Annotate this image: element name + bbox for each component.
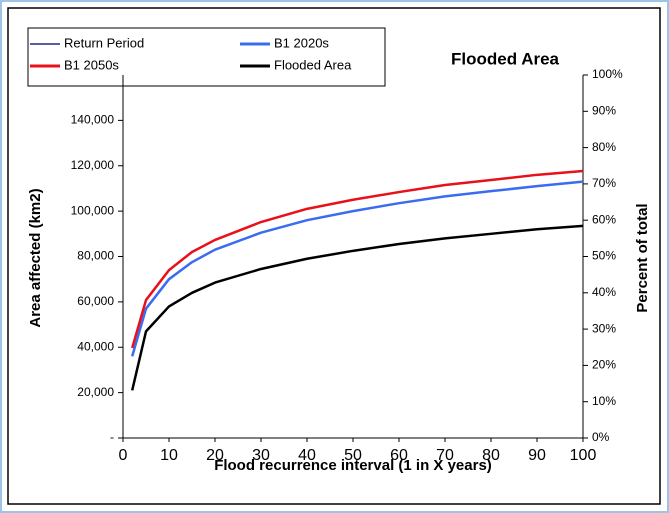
x-tick-label: 50 (344, 447, 362, 464)
x-tick-label: 40 (298, 447, 316, 464)
x-tick-label: 10 (160, 447, 178, 464)
x-tick-label: 0 (119, 447, 128, 464)
series-line (130, 169, 584, 349)
chart-title: Flooded Area (451, 49, 560, 68)
legend-label: Return Period (64, 35, 144, 50)
y2-tick-label: 60% (592, 212, 616, 226)
legend-label: B1 2020s (274, 35, 329, 50)
y2-tick-label: 50% (592, 249, 616, 263)
y-tick-label: 60,000 (77, 294, 114, 308)
x-axis-label: Flood recurrence interval (1 in X years) (214, 457, 492, 474)
y-tick-label: 40,000 (77, 339, 114, 353)
y-tick-label: 80,000 (77, 249, 114, 263)
y-axis-label: Area affected (km2) (27, 188, 44, 327)
y2-axis-label: Percent of total (634, 203, 651, 312)
y-tick-label: - (110, 430, 114, 444)
x-tick-label: 80 (482, 447, 500, 464)
legend-label: Flooded Area (274, 57, 352, 72)
chart-frame (7, 7, 661, 505)
y2-tick-label: 10% (592, 394, 616, 408)
y-tick-label: 20,000 (77, 385, 114, 399)
x-tick-label: 60 (390, 447, 408, 464)
legend-box (27, 27, 386, 87)
y-tick-label: 100,000 (71, 203, 115, 217)
y2-tick-label: 70% (592, 176, 616, 190)
y-tick-label: 120,000 (71, 158, 115, 172)
y2-tick-label: 80% (592, 140, 616, 154)
x-tick-label: 90 (528, 447, 546, 464)
x-tick-label: 20 (206, 447, 224, 464)
x-tick-label: 100 (570, 447, 597, 464)
y2-tick-label: 0% (592, 430, 610, 444)
y2-tick-label: 30% (592, 321, 616, 335)
legend-label: B1 2050s (64, 57, 119, 72)
x-tick-label: 70 (436, 447, 454, 464)
y-tick-label: 140,000 (71, 113, 115, 127)
y2-tick-label: 100% (592, 67, 623, 81)
y2-tick-label: 40% (592, 285, 616, 299)
series-line (130, 224, 584, 391)
y2-tick-label: 20% (592, 358, 616, 372)
series-line (130, 180, 584, 357)
x-tick-label: 30 (252, 447, 270, 464)
y2-tick-label: 90% (592, 103, 616, 117)
